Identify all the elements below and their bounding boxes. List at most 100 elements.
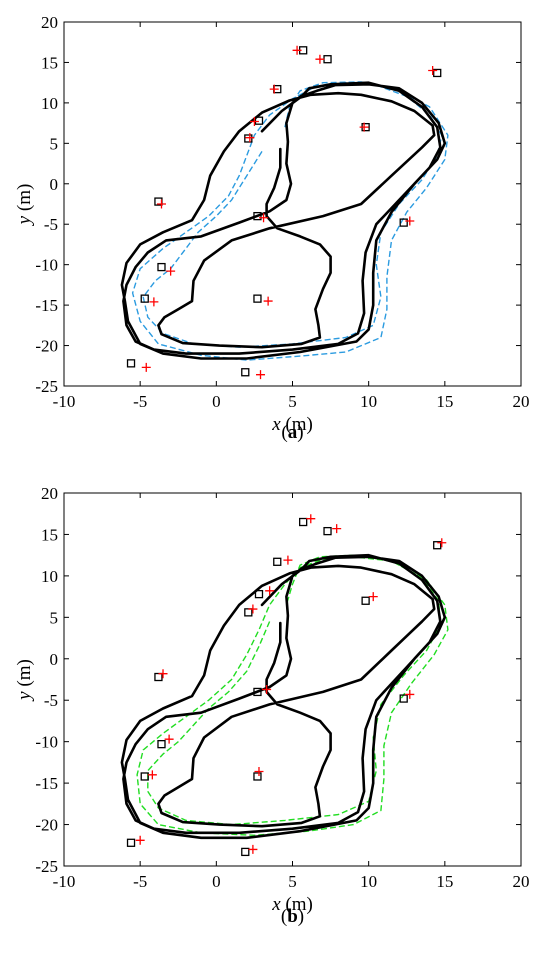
- estimated-landmark-marker: [368, 592, 378, 602]
- panel-caption: (b): [281, 906, 304, 927]
- x-tick-label: 20: [513, 392, 530, 411]
- y-tick-label: 15: [41, 525, 58, 544]
- true-landmark-marker: [241, 368, 250, 377]
- estimated-landmark-marker: [265, 586, 275, 596]
- panel-a: -10 -5 0 5 10 15 20 -25 -20 -15 -10 -5 0 5 10 15 20 x (m)…: [14, 13, 530, 443]
- true-landmark-marker: [157, 740, 166, 749]
- estimated-landmark-marker: [248, 844, 258, 854]
- estimated-landmark-marker: [292, 45, 302, 55]
- y-tick-label: 5: [50, 134, 59, 153]
- x-tick-label: 20: [513, 872, 530, 891]
- y-tick-label: 15: [41, 53, 58, 72]
- true-landmark-marker: [361, 596, 370, 605]
- true-landmark-marker: [399, 218, 408, 227]
- true-path-line: [120, 553, 447, 840]
- true-landmark-marker: [157, 262, 166, 272]
- x-tick-label: 5: [288, 392, 297, 411]
- y-tick-label: 20: [41, 13, 58, 32]
- x-tick-label: 5: [288, 872, 297, 891]
- x-axis-label: x (m): [271, 894, 313, 915]
- x-axis-unit: (m): [285, 894, 312, 915]
- estimated-landmark-marker: [141, 362, 151, 372]
- true-landmark-marker: [254, 589, 264, 599]
- x-tick-label: -10: [53, 392, 76, 411]
- y-tick-label: -10: [35, 733, 58, 752]
- true-landmark-marker: [244, 608, 253, 617]
- plot-area: [64, 493, 521, 866]
- caption-letter: a: [288, 422, 298, 443]
- x-axis-var: x: [271, 894, 281, 915]
- x-tick-label: 10: [360, 392, 377, 411]
- estimated-landmark-marker: [437, 538, 447, 548]
- estimated-landmark-marker: [158, 669, 168, 679]
- y-axis-var: y: [14, 691, 35, 702]
- estimated-landmark-marker: [166, 266, 176, 276]
- estimated-landmark-marker: [259, 213, 269, 223]
- y-tick-label: -15: [35, 296, 58, 315]
- estimated-landmark-marker: [332, 524, 342, 534]
- estimated-landmark-marker: [149, 297, 159, 307]
- caption-open-paren: (: [281, 422, 287, 443]
- true-landmark-marker: [323, 526, 332, 536]
- estimated-landmark-marker: [245, 133, 255, 143]
- y-tick-label: 0: [50, 175, 59, 194]
- x-tick-label: 10: [360, 872, 377, 891]
- y-tick-label: -20: [35, 337, 58, 356]
- x-axis-var: x: [271, 414, 281, 435]
- estimated-landmark-marker: [135, 835, 145, 845]
- x-axis-label: x (m): [271, 414, 313, 435]
- estimated-landmark-marker: [248, 604, 258, 614]
- estimated-landmark-marker: [306, 514, 316, 524]
- x-axis-unit: (m): [285, 414, 312, 435]
- true-landmark-marker: [399, 694, 408, 703]
- estimated-landmark-marker: [405, 216, 415, 226]
- y-axis-var: y: [14, 215, 35, 226]
- y-tick-label: 0: [50, 650, 59, 669]
- true-landmark-marker: [126, 359, 136, 368]
- true-path-line: [120, 81, 447, 360]
- true-landmark-marker: [244, 134, 253, 143]
- y-tick-label: 5: [50, 608, 59, 627]
- panel-caption: (a): [281, 422, 303, 443]
- estimated-landmark-marker: [256, 370, 266, 380]
- plot-area: [64, 22, 521, 386]
- x-tick-label: 0: [212, 392, 221, 411]
- estimated-landmark-marker: [249, 116, 259, 126]
- y-tick-label: -25: [35, 377, 58, 396]
- estimated-landmark-marker: [269, 84, 279, 94]
- y-tick-label: 20: [41, 484, 58, 503]
- panel-b: -10 -5 0 5 10 15 20 -25 -20 -15 -10 -5 0 5 10 15 20 x (m)…: [14, 484, 530, 927]
- y-axis-label: y (m): [14, 184, 35, 227]
- y-axis-unit: (m): [14, 184, 35, 211]
- caption-close-paren: ): [298, 906, 304, 927]
- y-tick-label: 10: [41, 567, 58, 586]
- true-landmark-marker: [154, 672, 163, 682]
- estimated-landmark-marker: [164, 734, 174, 744]
- estimated-landmark-marker: [405, 689, 415, 699]
- true-landmark-marker: [241, 847, 250, 857]
- true-landmark-marker: [253, 294, 262, 303]
- caption-close-paren: ): [297, 422, 303, 443]
- estimated-landmark-marker: [262, 684, 272, 694]
- y-tick-label: -20: [35, 816, 58, 835]
- x-tick-label: 15: [436, 392, 453, 411]
- caption-open-paren: (: [281, 906, 287, 927]
- estimated-landmark-marker: [254, 767, 264, 777]
- estimated-path-line: [136, 554, 449, 836]
- true-landmark-marker: [253, 772, 262, 781]
- y-tick-label: -5: [44, 691, 58, 710]
- x-tick-label: 15: [436, 872, 453, 891]
- true-landmark-marker: [126, 838, 136, 847]
- y-tick-label: 10: [41, 94, 58, 113]
- true-landmark-marker: [433, 68, 442, 78]
- true-landmark-marker: [254, 116, 264, 125]
- true-landmark-marker: [140, 294, 149, 303]
- true-landmark-marker: [299, 517, 308, 527]
- true-landmark-marker: [253, 687, 262, 697]
- x-tick-label: -5: [133, 872, 147, 891]
- caption-letter: b: [287, 906, 298, 927]
- estimated-landmark-marker: [147, 770, 157, 780]
- estimated-landmark-marker: [156, 199, 166, 209]
- y-axis-label: y (m): [14, 659, 35, 702]
